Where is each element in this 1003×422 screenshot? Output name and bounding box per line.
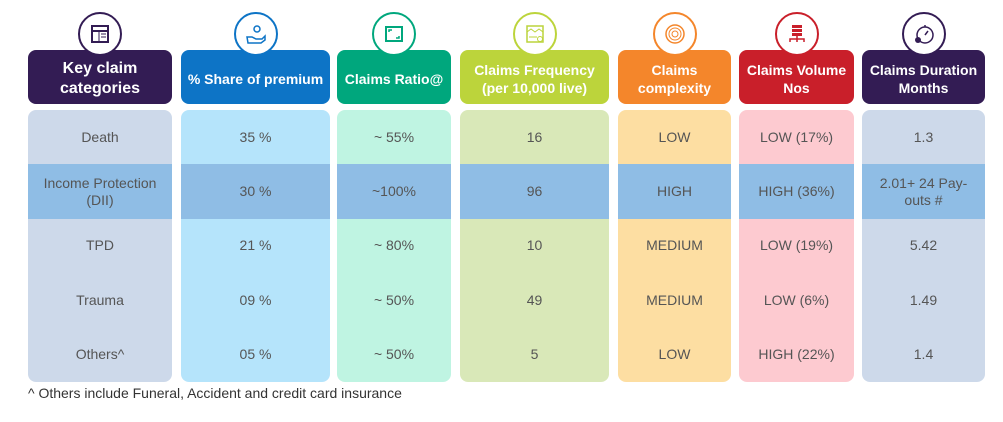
column-header: Claims Ratio@ bbox=[337, 50, 451, 104]
table-cell: LOW (6%) bbox=[763, 291, 830, 308]
table-cell: ~ 55% bbox=[373, 128, 415, 145]
table-icon bbox=[78, 12, 122, 56]
table-cell: 21 % bbox=[239, 237, 272, 254]
table-cell: Trauma bbox=[76, 291, 124, 308]
column-7: Claims Duration Months 1.3 2.01+ 24 Pay-ou… bbox=[862, 0, 985, 385]
table-cell: 1.4 bbox=[913, 346, 934, 363]
column-5: Claims complexity LOW HIGH MEDIUM MEDIUM LOW bbox=[618, 0, 731, 385]
table-cell: LOW bbox=[658, 128, 691, 145]
table-cell: LOW (17%) bbox=[759, 128, 834, 145]
table-cell: ~100% bbox=[337, 164, 451, 219]
column-1: Key claim categories Death Income Protecti… bbox=[28, 0, 172, 385]
table-cell: ~ 50% bbox=[373, 346, 415, 363]
database-network-icon bbox=[774, 12, 819, 56]
column-2: % Share of premium 35 % 30 % 21 % 09 % 05 % bbox=[181, 0, 330, 385]
footnote: ^ Others include Funeral, Accident and c… bbox=[28, 385, 402, 401]
hand-coin-icon bbox=[233, 12, 278, 56]
column-6: Claims Volume Nos LOW (17%) HIGH (36%) LOW … bbox=[739, 0, 854, 385]
column-body: LOW HIGH MEDIUM MEDIUM LOW bbox=[618, 110, 731, 382]
table-cell: 5 bbox=[530, 346, 539, 363]
table-cell: HIGH bbox=[618, 164, 731, 219]
column-header: % Share of premium bbox=[181, 50, 330, 104]
table-cell: HIGH (22%) bbox=[758, 346, 835, 363]
table-cell: ~ 50% bbox=[373, 291, 415, 308]
maze-icon bbox=[652, 12, 697, 56]
table-cell: 5.42 bbox=[909, 237, 938, 254]
column-header: Claims Frequency (per 10,000 live) bbox=[460, 50, 609, 104]
table-cell: 05 % bbox=[239, 346, 272, 363]
table-cell: LOW (19%) bbox=[759, 237, 834, 254]
table-cell: 1.49 bbox=[909, 291, 938, 308]
table-cell: ~ 80% bbox=[373, 237, 415, 254]
table-cell: 1.3 bbox=[913, 128, 934, 145]
table-cell: 16 bbox=[526, 128, 543, 145]
table-cell: 2.01+ 24 Pay-outs # bbox=[862, 164, 985, 219]
column-body: 35 % 30 % 21 % 09 % 05 % bbox=[181, 110, 330, 382]
table-cell: 49 bbox=[526, 291, 543, 308]
table-cell: LOW bbox=[658, 346, 691, 363]
column-body: LOW (17%) HIGH (36%) LOW (19%) LOW (6%) HIGH… bbox=[739, 110, 854, 382]
column-4: Claims Frequency (per 10,000 live) 16 96 10… bbox=[460, 0, 609, 385]
column-body: ~ 55% ~100% ~ 80% ~ 50% ~ 50% bbox=[337, 110, 451, 382]
chart-card-icon bbox=[512, 12, 557, 56]
column-body: Death Income Protection (DII) TPD Trauma Oth… bbox=[28, 110, 172, 382]
table-cell: MEDIUM bbox=[646, 291, 703, 308]
table-cell: Death bbox=[81, 128, 119, 145]
column-header: Claims Duration Months bbox=[862, 50, 985, 104]
table-cell: 96 bbox=[460, 164, 609, 219]
column-3: Claims Ratio@ ~ 55% ~100% ~ 80% ~ 50% ~ 50% bbox=[337, 0, 451, 385]
column-header: Claims complexity bbox=[618, 50, 731, 104]
frame-icon bbox=[372, 12, 416, 56]
column-body: 16 96 10 49 5 bbox=[460, 110, 609, 382]
column-header: Claims Volume Nos bbox=[739, 50, 854, 104]
table-cell: TPD bbox=[86, 237, 114, 254]
table-cell: MEDIUM bbox=[646, 237, 703, 254]
stopwatch-icon bbox=[901, 12, 946, 56]
column-body: 1.3 2.01+ 24 Pay-outs # 5.42 1.49 1.4 bbox=[862, 110, 985, 382]
table-cell: 30 % bbox=[181, 164, 330, 219]
table-cell: 09 % bbox=[239, 291, 272, 308]
column-header: Key claim categories bbox=[28, 50, 172, 104]
table-cell: 10 bbox=[526, 237, 543, 254]
table-cell: Income Protection (DII) bbox=[28, 164, 172, 219]
table-cell: HIGH (36%) bbox=[739, 164, 854, 219]
table-cell: Others^ bbox=[75, 346, 125, 363]
table-cell: 35 % bbox=[239, 128, 272, 145]
